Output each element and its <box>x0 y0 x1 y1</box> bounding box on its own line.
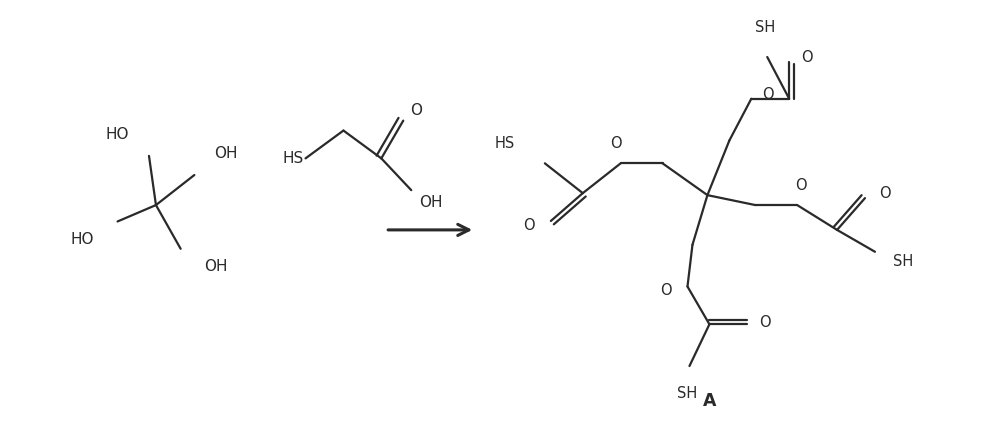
Text: OH: OH <box>215 146 238 161</box>
Text: SH: SH <box>893 254 913 269</box>
Text: O: O <box>795 178 807 193</box>
Text: HS: HS <box>282 151 304 166</box>
Text: OH: OH <box>419 195 443 209</box>
Text: O: O <box>879 186 891 201</box>
Text: O: O <box>410 103 422 118</box>
Text: O: O <box>660 283 671 298</box>
Text: O: O <box>523 218 535 233</box>
Text: SH: SH <box>755 20 775 35</box>
Text: SH: SH <box>677 386 698 401</box>
Text: O: O <box>610 136 621 151</box>
Text: A: A <box>703 392 716 410</box>
Text: HO: HO <box>105 126 129 141</box>
Text: O: O <box>759 315 771 330</box>
Text: O: O <box>762 87 774 102</box>
Text: HS: HS <box>495 136 515 151</box>
Text: OH: OH <box>204 259 227 274</box>
Text: HO: HO <box>71 232 94 247</box>
Text: O: O <box>801 49 813 64</box>
